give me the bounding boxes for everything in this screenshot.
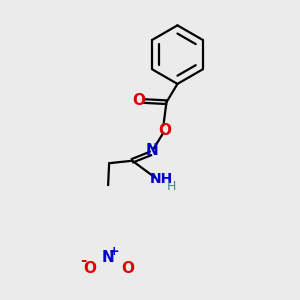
Text: O: O: [158, 123, 171, 138]
Text: O: O: [83, 261, 96, 276]
Text: O: O: [121, 261, 134, 276]
Text: +: +: [109, 244, 119, 257]
Text: N: N: [101, 250, 114, 265]
Text: N: N: [146, 143, 159, 158]
Text: O: O: [132, 94, 145, 109]
Text: -: -: [80, 253, 87, 268]
Text: NH: NH: [150, 172, 173, 186]
Text: H: H: [167, 180, 176, 193]
